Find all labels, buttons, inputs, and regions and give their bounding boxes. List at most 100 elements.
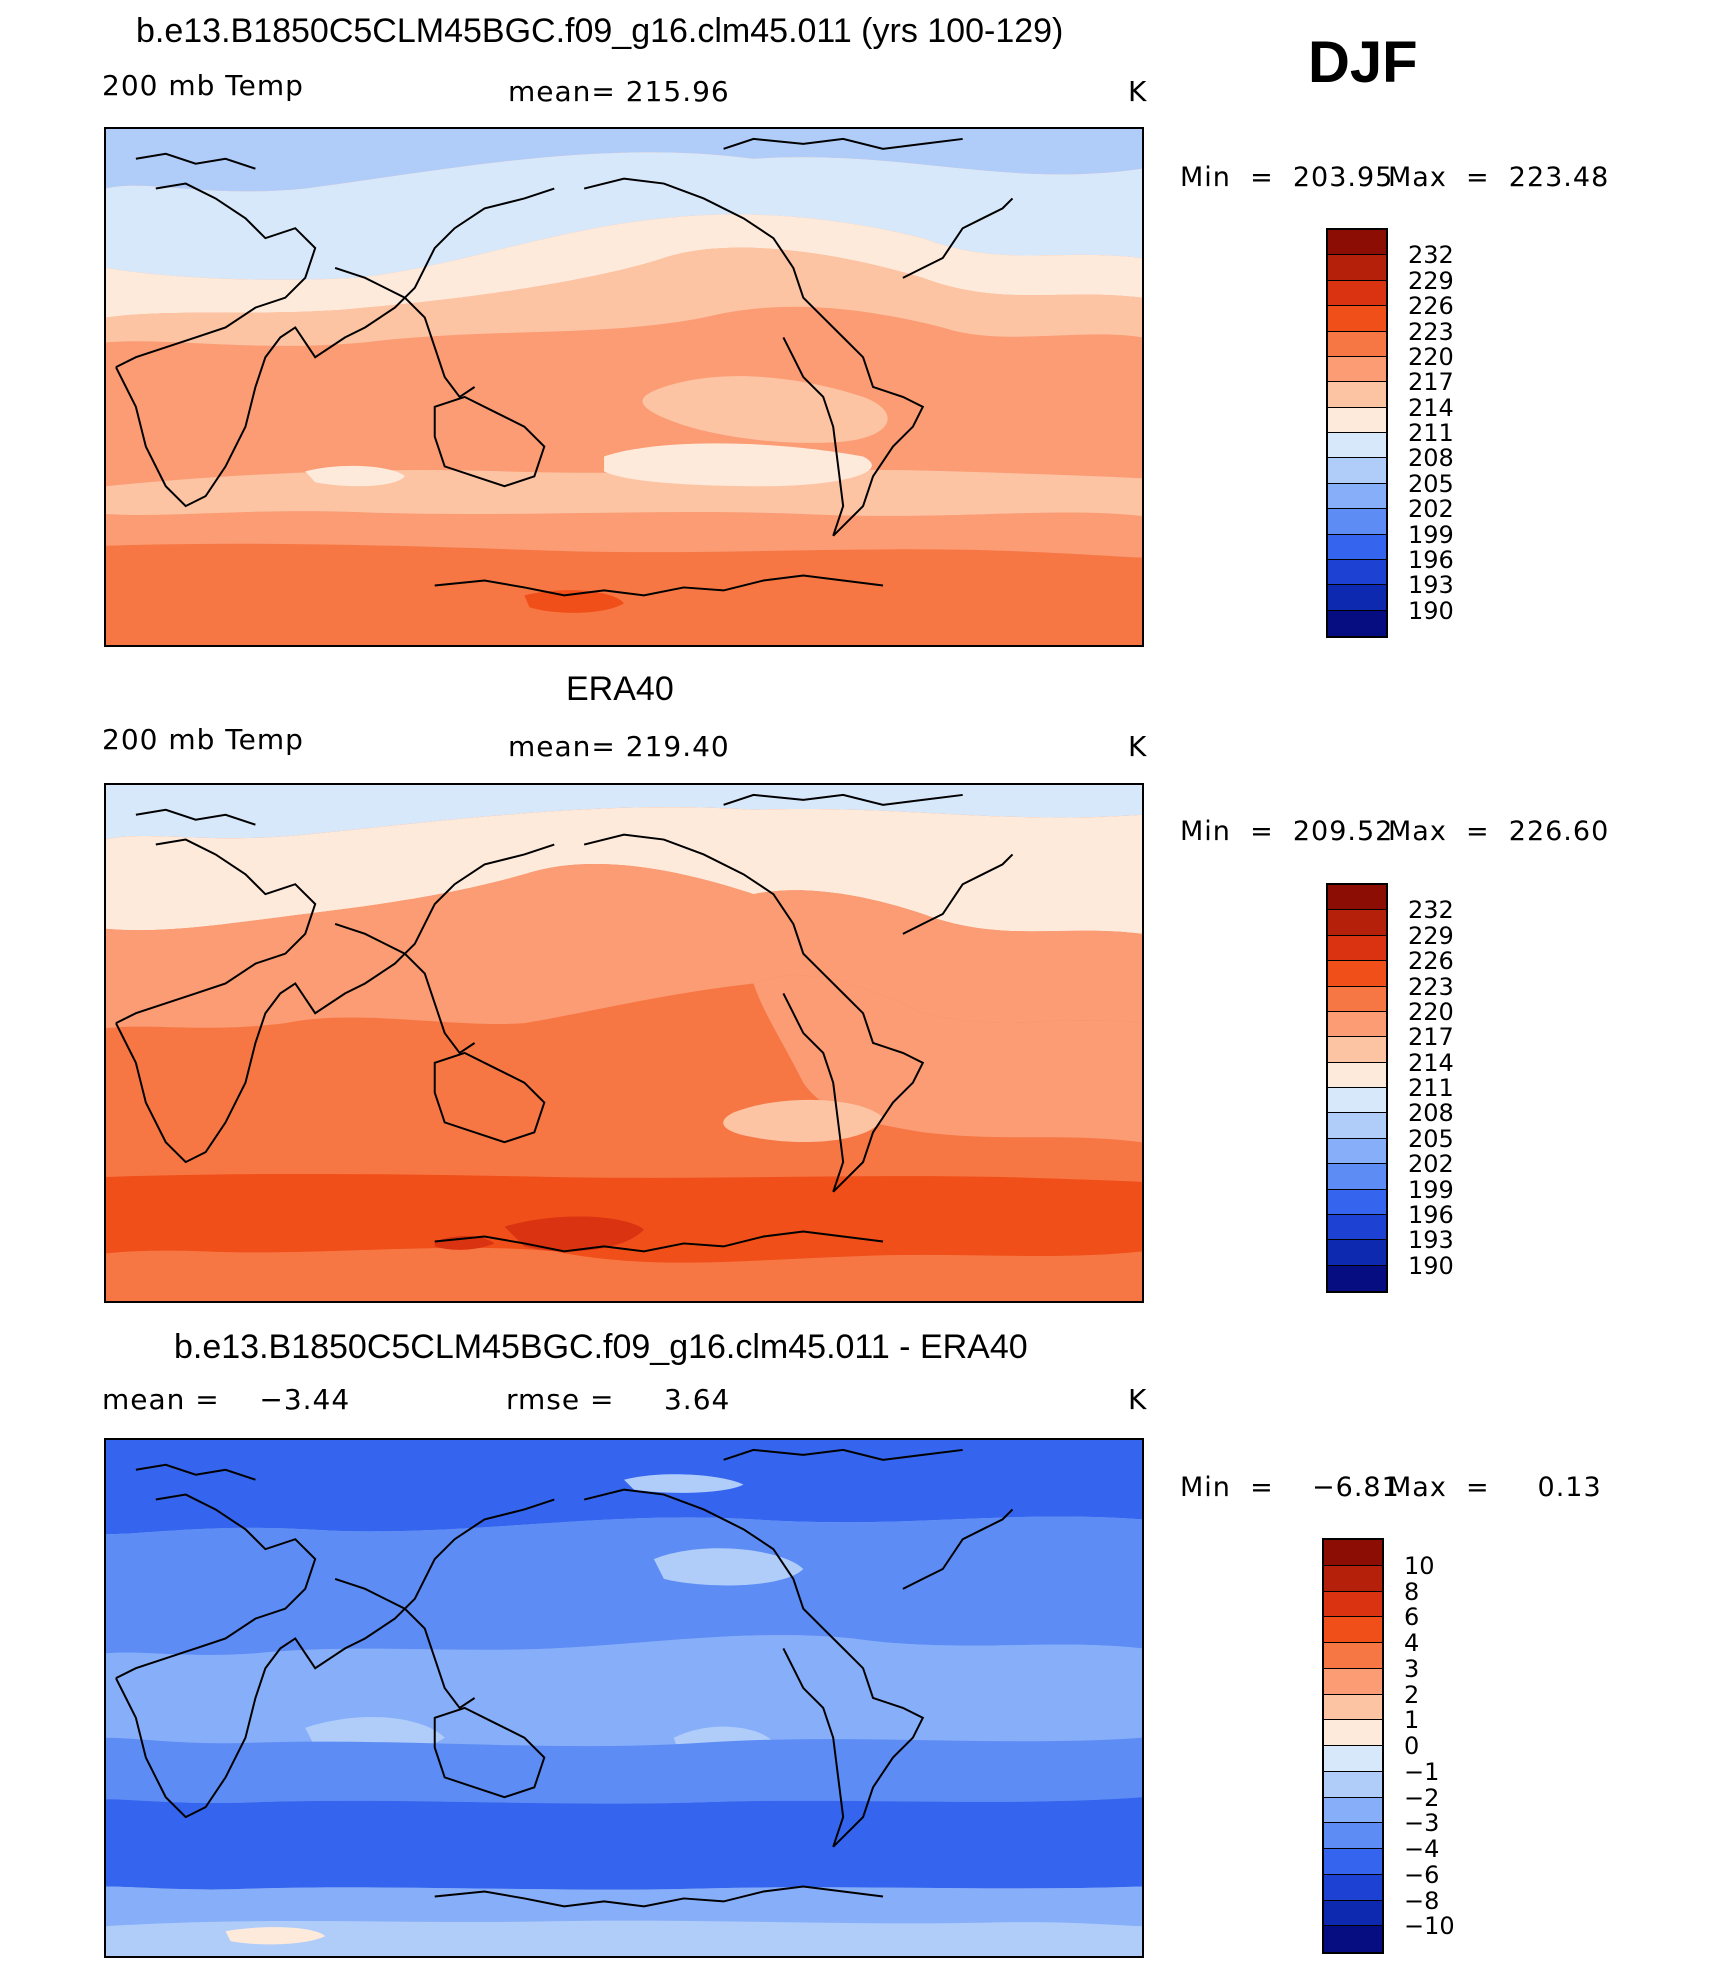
colorbar-tick-label: 199 [1408, 1175, 1454, 1204]
colorbar-box [1328, 458, 1386, 484]
colorbar-box [1328, 1011, 1386, 1038]
colorbar-tick-label: 202 [1408, 495, 1454, 524]
panel3-rmse: rmse = 3.64 [506, 1383, 731, 1416]
colorbar-tick-label: 223 [1408, 317, 1454, 346]
season-label: DJF [1308, 30, 1418, 95]
colorbar-box [1328, 935, 1386, 962]
panel2-title: ERA40 [566, 670, 674, 708]
panel1-title: b.e13.B1850C5CLM45BGC.f09_g16.clm45.011 … [136, 12, 1064, 50]
colorbar-box [1328, 534, 1386, 560]
colorbar-box [1324, 1771, 1382, 1798]
colorbar-tick-label: 3 [1404, 1654, 1420, 1683]
panel1-mean: mean= 215.96 [508, 75, 730, 108]
colorbar-tick-label: 190 [1408, 1251, 1454, 1280]
colorbar-tick-label: 220 [1408, 342, 1454, 371]
colorbar-tick-label: 211 [1408, 419, 1454, 447]
colorbar-tick-label: 208 [1408, 444, 1454, 473]
colorbar-box [1328, 910, 1386, 936]
colorbar-box [1328, 483, 1386, 510]
panel2-mean: mean= 219.40 [508, 730, 730, 763]
colorbar-tick-label: 2 [1404, 1680, 1420, 1709]
colorbar-tick-label: 202 [1408, 1150, 1454, 1179]
colorbar-box [1328, 610, 1386, 636]
panel1-map [104, 127, 1144, 647]
colorbar-tick-label: 199 [1408, 520, 1454, 549]
colorbar-box [1328, 1189, 1386, 1215]
colorbar-box [1324, 1746, 1382, 1772]
colorbar-box [1324, 1849, 1382, 1875]
colorbar-tick-label: 1 [1404, 1706, 1420, 1735]
colorbar-box [1328, 585, 1386, 611]
colorbar-box [1328, 356, 1386, 383]
colorbar-tick-label: 211 [1408, 1074, 1454, 1102]
colorbar-tick-label: 196 [1408, 1200, 1454, 1229]
colorbar-tick-label: 193 [1408, 571, 1454, 600]
colorbar-box [1324, 1643, 1382, 1669]
colorbar-tick-label: 0 [1404, 1732, 1420, 1760]
colorbar-tick-label: −10 [1404, 1912, 1455, 1941]
panel2-map [104, 783, 1144, 1303]
colorbar-box [1324, 1565, 1382, 1592]
colorbar-box [1328, 331, 1386, 357]
colorbar-tick-label: 6 [1404, 1603, 1420, 1632]
colorbar-box [1328, 306, 1386, 332]
colorbar-tick-label: −3 [1404, 1809, 1440, 1838]
colorbar-tick-label: 10 [1404, 1551, 1435, 1580]
colorbar-box [1328, 382, 1386, 408]
colorbar-tick-label: 190 [1408, 596, 1454, 625]
panel1-variable: 200 mb Temp [102, 69, 304, 102]
colorbar-box [1324, 1797, 1382, 1824]
panel3-title: b.e13.B1850C5CLM45BGC.f09_g16.clm45.011 … [174, 1328, 1028, 1366]
panel3-units: K [1128, 1383, 1148, 1416]
colorbar-tick-label: 8 [1404, 1577, 1420, 1606]
colorbar-box [1324, 1617, 1382, 1643]
panel3-mean: mean = −3.44 [102, 1383, 351, 1416]
colorbar-box [1324, 1591, 1382, 1618]
colorbar-tick-label: 226 [1408, 947, 1454, 976]
colorbar-tick-label: −8 [1404, 1886, 1440, 1915]
colorbar-tick-label: 214 [1408, 393, 1454, 422]
colorbar-tick-label: 196 [1408, 545, 1454, 574]
colorbar-tick-label: 223 [1408, 972, 1454, 1001]
colorbar-box [1324, 1540, 1382, 1566]
panel2-colorbar [1326, 883, 1388, 1293]
colorbar-tick-label: 232 [1408, 896, 1454, 925]
panel2-variable: 200 mb Temp [102, 723, 304, 756]
colorbar-box [1324, 1874, 1382, 1901]
colorbar-box [1328, 1265, 1386, 1291]
colorbar-box [1328, 961, 1386, 987]
colorbar-box [1328, 559, 1386, 586]
colorbar-box [1328, 1138, 1386, 1165]
colorbar-tick-label: 229 [1408, 266, 1454, 295]
colorbar-tick-label: 232 [1408, 241, 1454, 270]
colorbar-tick-label: 4 [1404, 1629, 1420, 1657]
colorbar-box [1324, 1694, 1382, 1721]
colorbar-box [1328, 230, 1386, 256]
panel2-min: Min = 209.52 [1180, 816, 1394, 847]
panel1-units: K [1128, 75, 1148, 108]
colorbar-box [1328, 1088, 1386, 1114]
colorbar-tick-label: −4 [1404, 1835, 1440, 1863]
panel3-colorbar [1322, 1538, 1384, 1954]
colorbar-tick-label: 226 [1408, 292, 1454, 321]
colorbar-box [1324, 1668, 1382, 1695]
colorbar-tick-label: −6 [1404, 1860, 1440, 1889]
colorbar-box [1328, 986, 1386, 1012]
colorbar-box [1328, 885, 1386, 911]
colorbar-box [1328, 1240, 1386, 1266]
colorbar-tick-label: 217 [1408, 368, 1454, 397]
colorbar-tick-label: 214 [1408, 1048, 1454, 1077]
colorbar-tick-label: 205 [1408, 469, 1454, 498]
colorbar-tick-label: 208 [1408, 1099, 1454, 1128]
colorbar-box [1328, 407, 1386, 433]
colorbar-box [1324, 1926, 1382, 1952]
colorbar-box [1328, 280, 1386, 307]
colorbar-tick-label: 193 [1408, 1226, 1454, 1255]
colorbar-tick-label: 220 [1408, 997, 1454, 1026]
colorbar-tick-label: 229 [1408, 921, 1454, 950]
colorbar-tick-label: 217 [1408, 1023, 1454, 1052]
panel3-min: Min = −6.81 [1180, 1472, 1400, 1503]
colorbar-box [1328, 1164, 1386, 1190]
panel1-max: Max = 223.48 [1388, 162, 1610, 193]
colorbar-box [1328, 1214, 1386, 1241]
